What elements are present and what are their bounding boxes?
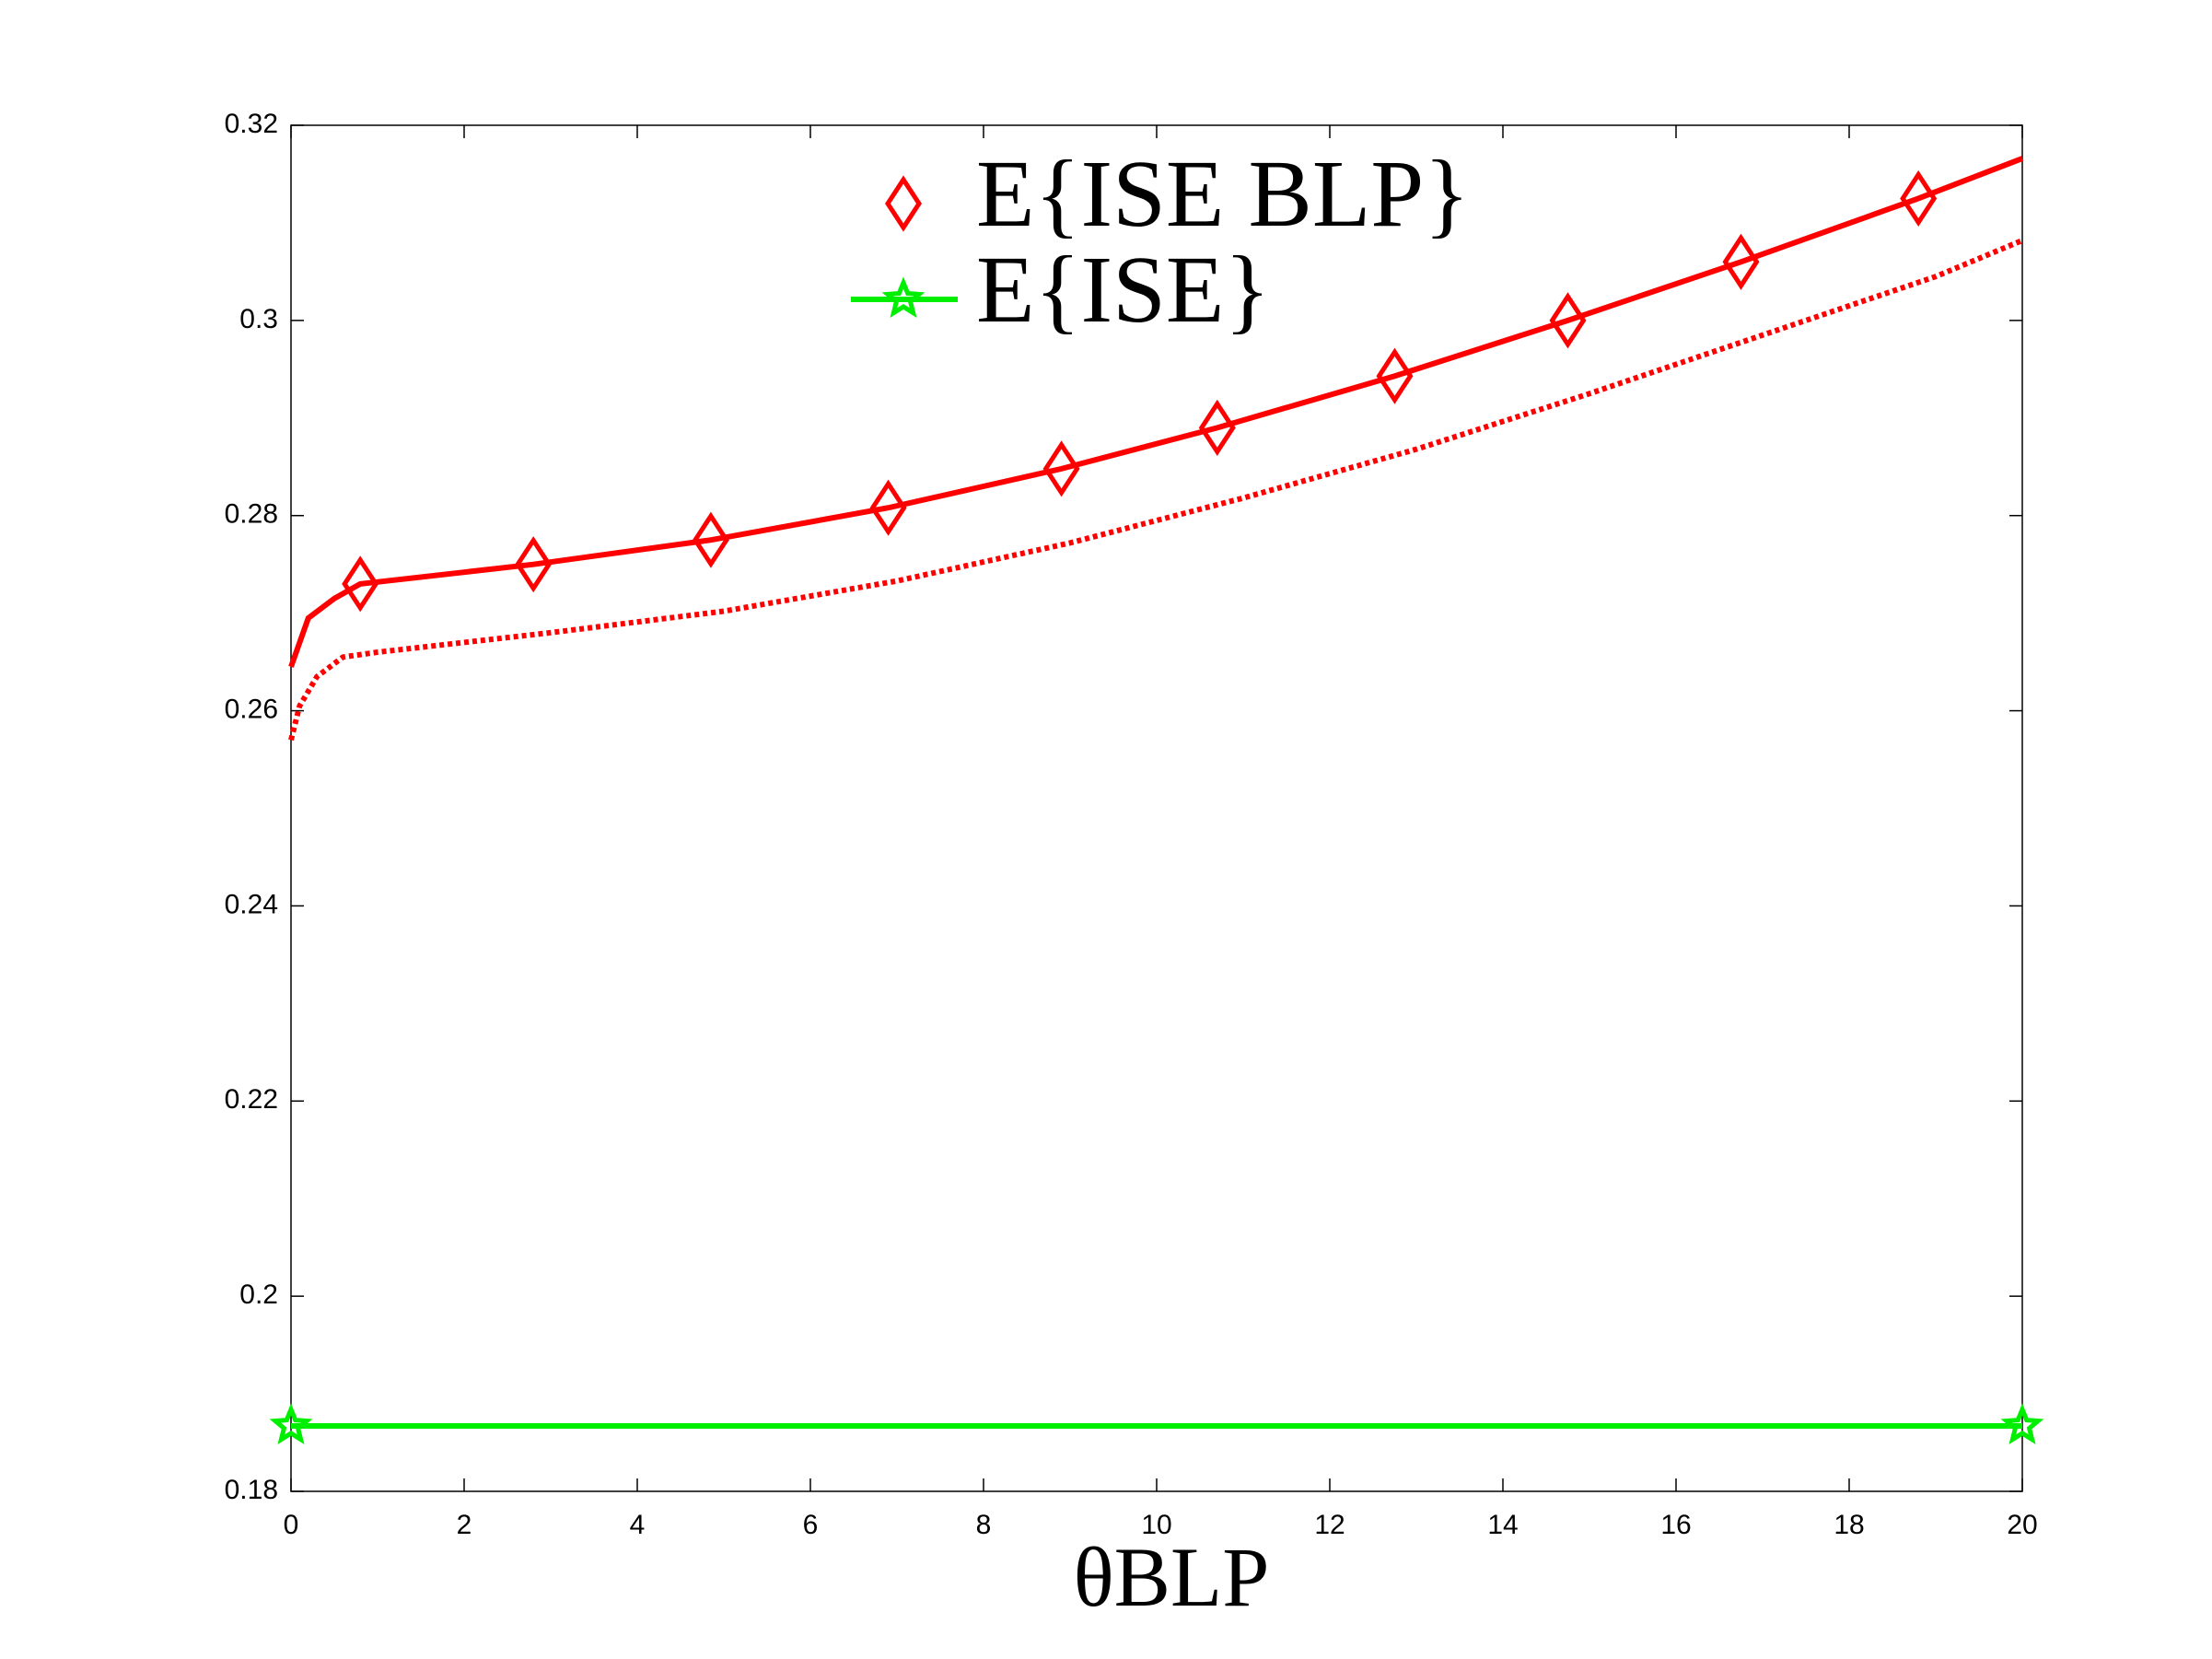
x-tick-label: 2 <box>457 1510 472 1540</box>
marker <box>1722 233 1760 290</box>
marker <box>2000 1403 2044 1444</box>
marker <box>342 555 379 613</box>
y-tick-label: 0.22 <box>225 1084 278 1115</box>
y-tick-label: 0.26 <box>225 694 278 724</box>
x-tick-label: 8 <box>976 1510 992 1540</box>
y-tick-label: 0.24 <box>225 889 278 919</box>
y-tick-label: 0.32 <box>225 109 278 139</box>
marker <box>515 536 553 593</box>
plot-area <box>290 124 2023 1492</box>
legend-label: E{ISE BLP} <box>976 141 1470 247</box>
x-tick-label: 16 <box>1660 1510 1691 1540</box>
x-tick-label: 12 <box>1314 1510 1345 1540</box>
marker <box>1549 292 1587 349</box>
y-tick-label: 0.28 <box>225 499 278 530</box>
legend-marker <box>885 175 922 232</box>
x-tick-label: 20 <box>2007 1510 2037 1540</box>
series-line <box>288 238 2024 742</box>
y-tick-label: 0.3 <box>239 304 278 334</box>
x-tick-label: 18 <box>1834 1510 1864 1540</box>
legend-label: E{ISE} <box>976 237 1270 343</box>
x-tick-label: 14 <box>1487 1510 1518 1540</box>
marker <box>692 511 729 568</box>
marker <box>269 1403 313 1444</box>
marker <box>1376 347 1414 404</box>
x-axis-label: θBLP <box>1074 1530 1270 1624</box>
marker <box>869 479 907 536</box>
x-tick-label: 4 <box>630 1510 646 1540</box>
x-tick-label: 6 <box>803 1510 819 1540</box>
marker <box>1042 440 1080 497</box>
series-line <box>288 156 2024 668</box>
x-tick-label: 0 <box>284 1510 299 1540</box>
y-tick-label: 0.2 <box>239 1279 278 1310</box>
marker <box>1900 169 1938 228</box>
legend-marker <box>881 276 926 318</box>
marker <box>1198 399 1236 456</box>
x-tick-label: 10 <box>1141 1510 1171 1540</box>
y-tick-label: 0.18 <box>225 1475 278 1505</box>
